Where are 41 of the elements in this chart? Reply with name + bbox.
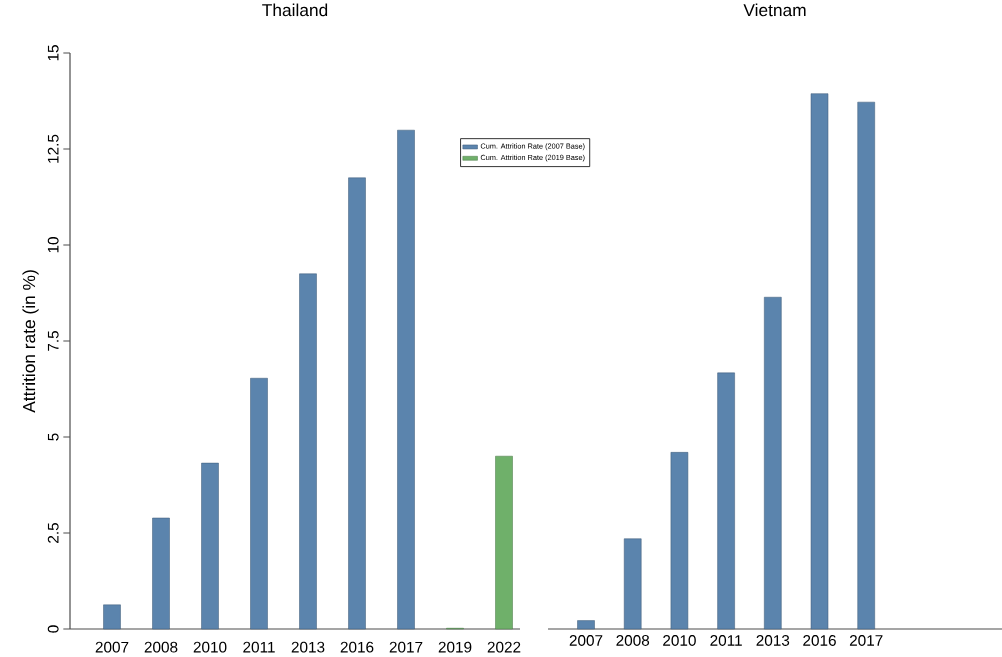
x-tick-label: 2022 (487, 641, 521, 653)
y-axis-title: Attrition rate (in %) (22, 270, 39, 413)
y-tick-label: 2.5 (47, 522, 59, 543)
bar (103, 604, 121, 630)
x-tick-label: 2008 (144, 641, 178, 653)
bar (857, 101, 875, 630)
x-tick-label: 2010 (193, 641, 227, 653)
y-tick-label: 10 (47, 237, 59, 253)
x-tick-label: 2019 (438, 641, 472, 653)
bar (623, 538, 642, 630)
x-tick-label: 2017 (389, 641, 423, 653)
y-tick-label: 5 (47, 433, 59, 441)
x-tick-label: 2016 (803, 635, 836, 646)
x-tick-label: 2016 (340, 641, 374, 653)
bar (152, 517, 170, 630)
bar (348, 177, 366, 630)
chart-title: Vietnam (743, 3, 806, 17)
chart-title: Thailand (262, 3, 328, 17)
bar (201, 462, 219, 630)
y-tick-label: 12.5 (47, 134, 59, 163)
x-tick-label: 2011 (710, 635, 742, 646)
bar (397, 129, 415, 630)
bar (717, 372, 735, 630)
bar (764, 296, 782, 630)
x-tick-label: 2008 (616, 635, 650, 646)
y-tick-label: 15 (47, 45, 59, 61)
x-tick-label: 2017 (849, 635, 883, 646)
y-tick-label: 7.5 (47, 330, 59, 351)
x-tick-label: 2013 (291, 641, 325, 653)
x-tick-label: 2007 (95, 641, 129, 653)
x-tick-label: 2010 (663, 635, 696, 646)
bar (810, 93, 829, 630)
bar (250, 377, 268, 630)
x-tick-label: 2011 (243, 641, 275, 653)
bar (670, 452, 689, 630)
x-tick-label: 2007 (569, 635, 603, 646)
bar (577, 620, 595, 630)
bar (495, 455, 513, 630)
bar (299, 273, 317, 630)
x-tick-label: 2013 (756, 635, 790, 646)
y-tick-label: 0 (47, 625, 59, 633)
